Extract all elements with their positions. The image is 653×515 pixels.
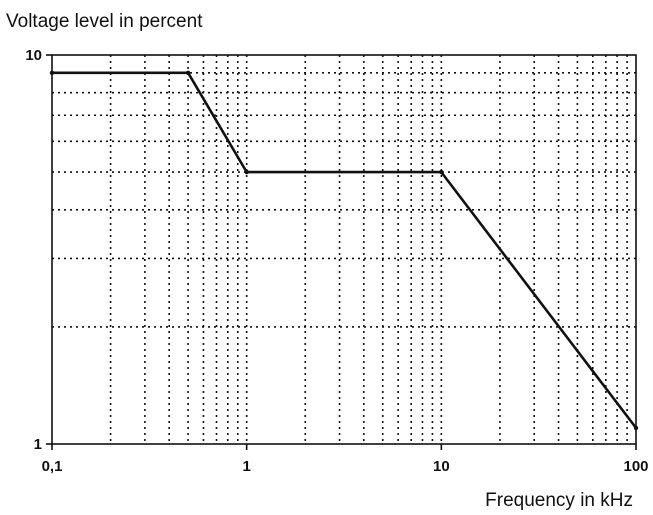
y-tick-label-0: 1 (34, 436, 42, 453)
x-axis-title: Frequency in kHz (485, 490, 633, 511)
grid (52, 55, 636, 444)
x-tick-label-1: 1 (242, 458, 250, 475)
plot-frame (51, 54, 637, 445)
data-point-0-4 (633, 425, 639, 431)
axis-ticks (46, 54, 637, 450)
data-point-0-3 (439, 169, 444, 175)
data-point-0-0 (49, 70, 55, 75)
y-axis-title: Voltage level in percent (6, 11, 203, 32)
x-tick-label-0: 0,1 (42, 458, 63, 475)
series-group (49, 70, 639, 431)
data-point-0-2 (244, 169, 249, 175)
series-line-0 (52, 71, 638, 429)
x-tick-label-2: 10 (433, 458, 450, 475)
y-tick-label-1: 10 (25, 47, 42, 64)
x-tick-label-3: 100 (623, 458, 648, 475)
data-point-0-1 (185, 70, 191, 75)
